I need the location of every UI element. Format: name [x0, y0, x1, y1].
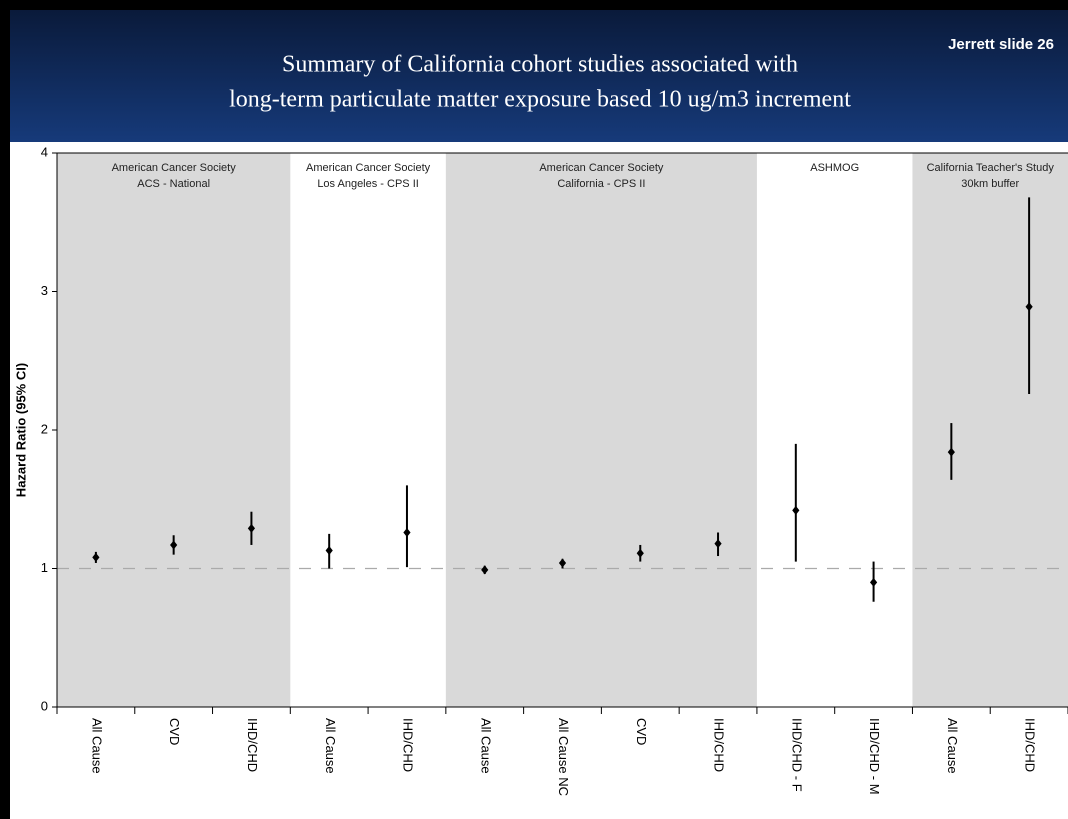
y-tick-label: 1: [41, 560, 48, 575]
point: [92, 552, 100, 562]
y-axis-label: Hazard Ratio (95% CI): [13, 363, 28, 497]
group-label: ASHMOG: [810, 162, 859, 174]
x-tick-label: IHD/CHD - M: [867, 718, 882, 795]
x-tick-label: All Cause NC: [556, 718, 571, 796]
y-tick-label: 2: [41, 421, 48, 436]
x-tick-label: IHD/CHD: [245, 718, 260, 772]
point: [170, 540, 178, 550]
x-tick-label: CVD: [167, 718, 182, 745]
point: [247, 523, 256, 533]
point: [869, 577, 878, 587]
y-tick-label: 4: [41, 144, 48, 159]
x-tick-label: IHD/CHD: [712, 718, 727, 772]
point: [558, 558, 567, 568]
point: [1025, 302, 1033, 312]
y-tick-label: 0: [41, 698, 48, 713]
point: [947, 447, 955, 457]
group-label: Los Angeles - CPS II: [317, 178, 419, 190]
x-tick-label: IHD/CHD: [1023, 718, 1038, 772]
header-band: [10, 10, 1068, 142]
group-label: 30km buffer: [961, 178, 1019, 190]
point: [714, 539, 722, 549]
x-tick-label: All Cause: [323, 718, 338, 774]
group-shade: [912, 153, 1068, 707]
group-label: American Cancer Society: [112, 162, 237, 174]
point: [403, 527, 411, 537]
group-label: California - CPS II: [557, 178, 645, 190]
point: [792, 505, 800, 515]
group-label: ACS - National: [137, 178, 210, 190]
group-shade: [57, 153, 291, 707]
group-shade: [445, 153, 757, 707]
x-tick-label: All Cause: [89, 718, 104, 774]
group-label: American Cancer Society: [539, 162, 664, 174]
point: [481, 565, 489, 575]
slide-label: Jerrett slide 26: [948, 36, 1054, 53]
chart-title: Summary of California cohort studies ass…: [282, 52, 798, 78]
y-tick-label: 3: [41, 283, 48, 298]
point: [325, 545, 333, 555]
group-label: American Cancer Society: [306, 162, 431, 174]
x-tick-label: IHD/CHD - F: [789, 718, 804, 792]
x-tick-label: All Cause: [945, 718, 960, 774]
chart-title: long-term particulate matter exposure ba…: [229, 87, 851, 113]
x-tick-label: All Cause: [478, 718, 493, 774]
x-tick-label: IHD/CHD: [401, 718, 416, 772]
group-label: California Teacher's Study: [927, 162, 1055, 174]
point: [636, 548, 644, 558]
x-tick-label: CVD: [634, 718, 649, 745]
